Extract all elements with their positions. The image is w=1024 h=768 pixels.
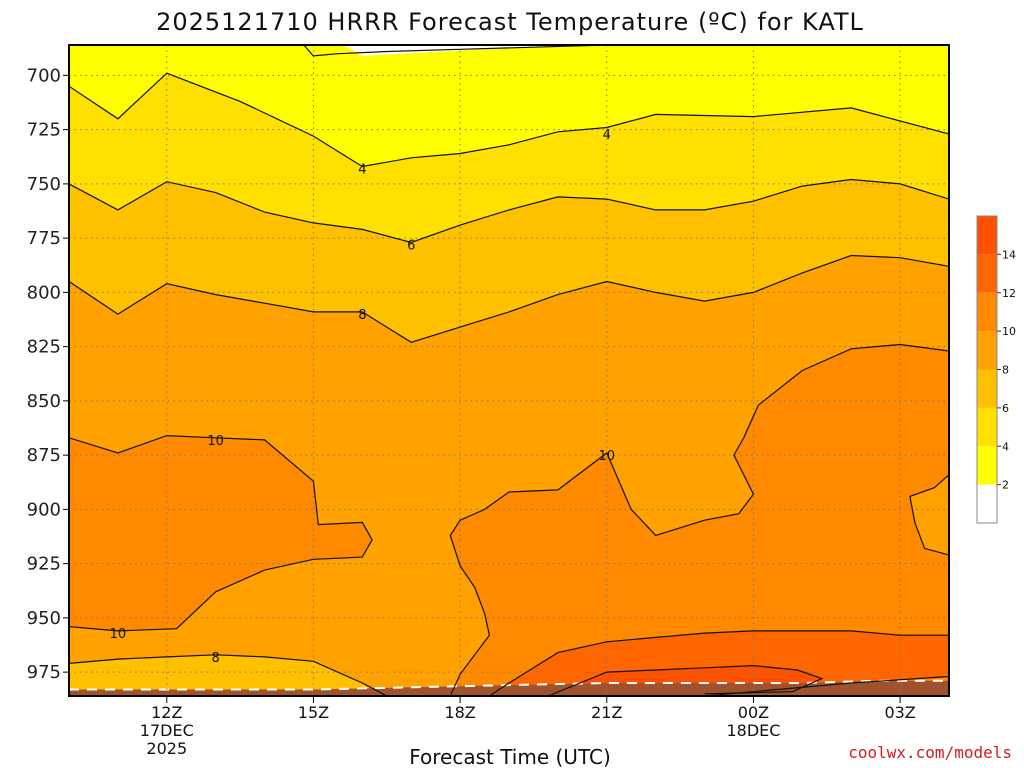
contour-label-6: 10 xyxy=(110,627,127,642)
contour-line-10-5 xyxy=(449,343,949,696)
colorbar-label-2: 2 xyxy=(1002,479,1009,492)
contour-line-10-4 xyxy=(69,434,373,632)
y-tick-label-850: 850 xyxy=(27,391,61,412)
colorbar-swatch-0 xyxy=(977,484,997,523)
contour-label-3: 8 xyxy=(358,308,366,323)
colorbar-label-4: 4 xyxy=(1002,440,1009,453)
colorbar-label-8: 8 xyxy=(1002,364,1009,377)
x-tick-sublabel-12Z: 17DEC xyxy=(140,721,194,740)
contour-line-8-3 xyxy=(69,254,949,343)
contour-label-0: 4 xyxy=(603,128,611,143)
temperature-region-1 xyxy=(69,73,949,243)
temperature-fill-regions xyxy=(69,45,949,696)
contour-label-5: 10 xyxy=(599,449,616,464)
terrain-edge xyxy=(69,679,949,691)
contour-label-2: 6 xyxy=(407,239,415,254)
contour-label-1: 4 xyxy=(358,163,366,178)
colorbar-swatch-7 xyxy=(977,216,997,255)
y-tick-label-725: 725 xyxy=(27,120,61,141)
contour-label-4: 10 xyxy=(207,434,224,449)
y-tick-label-750: 750 xyxy=(27,174,61,195)
contour-line-4-1 xyxy=(69,72,949,168)
colorbar-swatch-2 xyxy=(977,407,997,447)
y-tick-label-800: 800 xyxy=(27,282,61,303)
contour-line-2-0 xyxy=(303,45,607,57)
contour-line-6-2 xyxy=(69,178,949,244)
temperature-region-5 xyxy=(450,344,949,696)
colorbar: 2 4 6 8 10 12 14 xyxy=(976,215,1016,524)
y-tick-label-775: 775 xyxy=(27,228,61,249)
y-tick-label-950: 950 xyxy=(27,608,61,629)
chart-title: 2025121710 HRRR Forecast Temperature (ºC… xyxy=(156,8,864,36)
x-tick-label-12Z: 12Z xyxy=(151,703,182,722)
contour-line-12-8 xyxy=(489,630,949,696)
y-axis: 700 725 750 775 800 825 850 875 900 925 950 975 xyxy=(27,65,69,683)
colorbar-swatch-5 xyxy=(977,292,997,332)
temperature-region-4 xyxy=(69,435,373,631)
plot-frame xyxy=(68,44,950,697)
terrain-fill xyxy=(69,680,949,696)
colorbar-label-10: 10 xyxy=(1002,325,1016,338)
x-tick-label-00Z: 00Z xyxy=(738,703,769,722)
contour-label-7: 8 xyxy=(212,651,220,666)
colorbar-swatch-4 xyxy=(977,331,997,370)
colorbar-label-6: 6 xyxy=(1002,402,1009,415)
temperature-region-7 xyxy=(69,654,387,696)
credit-link[interactable]: coolwx.com/models xyxy=(848,743,1012,762)
contour-line-8-7 xyxy=(69,654,388,696)
x-tick-sublabel-00Z: 18DEC xyxy=(726,721,780,740)
x-tick-label-03Z: 03Z xyxy=(884,703,915,722)
contour-lines xyxy=(69,45,949,696)
contour-labels: 4 4 6 8 10 10 10 8 xyxy=(110,128,616,666)
plot-border xyxy=(68,44,950,697)
y-tick-label-875: 875 xyxy=(27,445,61,466)
colorbar-label-12: 12 xyxy=(1002,287,1016,300)
y-tick-label-975: 975 xyxy=(27,662,61,683)
y-tick-label-925: 925 xyxy=(27,554,61,575)
colorbar-swatch-6 xyxy=(977,254,997,293)
x-axis-title: Forecast Time (UTC) xyxy=(409,745,611,768)
x-tick-label-21Z: 21Z xyxy=(591,703,622,722)
y-tick-label-700: 700 xyxy=(27,65,61,86)
terrain-surface xyxy=(69,679,949,696)
temperature-region-2 xyxy=(69,179,949,343)
colorbar-label-14: 14 xyxy=(1002,248,1016,261)
x-tick-year-12Z: 2025 xyxy=(146,739,187,758)
contour-line-12-10 xyxy=(704,675,949,696)
x-tick-label-18Z: 18Z xyxy=(444,703,475,722)
contour-line-10-6 xyxy=(909,474,949,556)
colorbar-swatch-1 xyxy=(977,446,997,485)
y-tick-label-825: 825 xyxy=(27,337,61,358)
grid-lines xyxy=(69,45,949,696)
colorbar-swatch-3 xyxy=(977,369,997,408)
y-tick-label-900: 900 xyxy=(27,499,61,520)
x-tick-label-15Z: 15Z xyxy=(298,703,329,722)
